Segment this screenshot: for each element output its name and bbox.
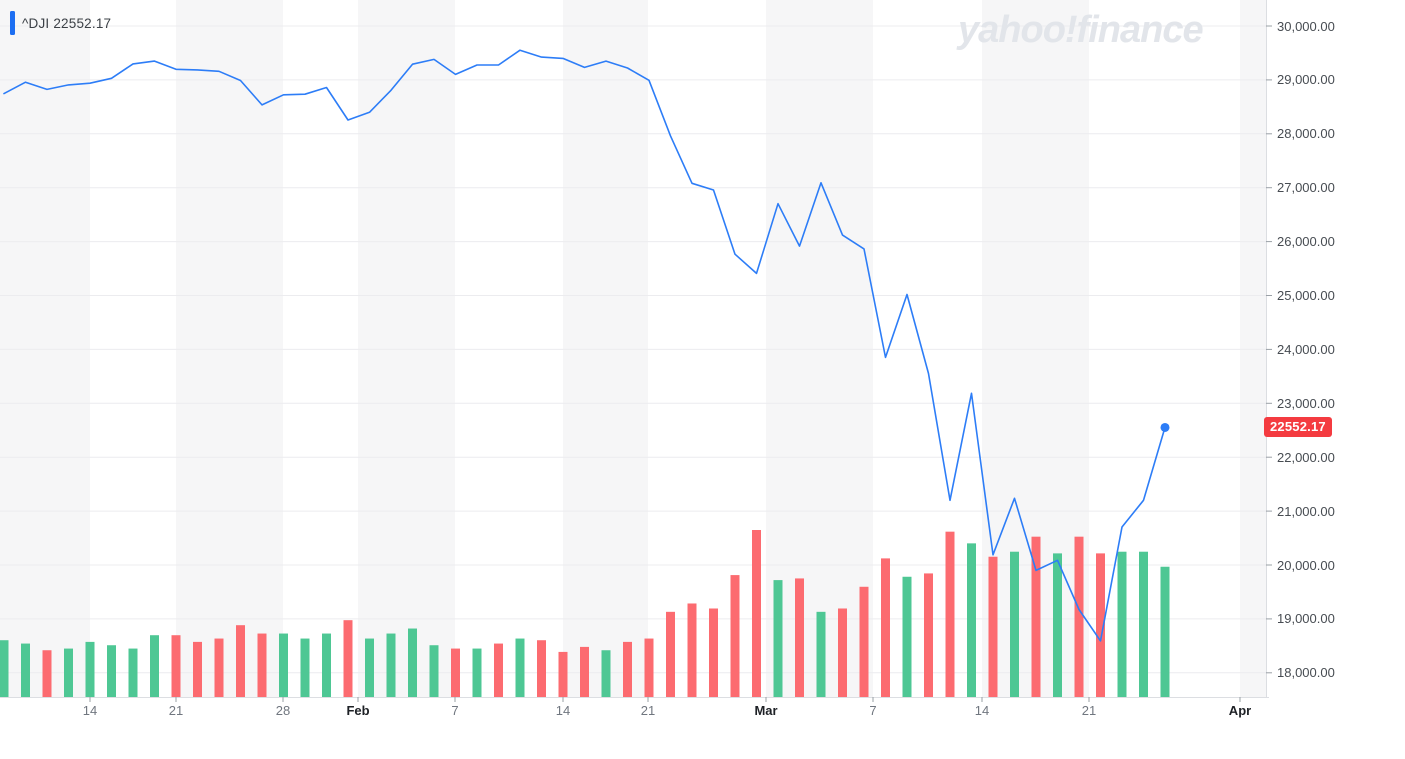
volume-bar <box>386 633 396 697</box>
volume-bar <box>795 578 804 697</box>
volume-bar <box>730 575 740 697</box>
volume-bar <box>365 638 374 697</box>
volume-bar <box>816 611 826 697</box>
volume-bar <box>322 633 331 697</box>
legend-symbol-price: ^DJI 22552.17 <box>22 15 112 31</box>
y-axis-label: 28,000.00 <box>1277 126 1335 142</box>
volume-bar <box>429 645 439 697</box>
volume-bar <box>64 648 73 697</box>
y-axis-label: 20,000.00 <box>1277 557 1335 573</box>
volume-bar <box>236 625 245 697</box>
x-axis-label: 14 <box>82 703 98 718</box>
x-axis-label: 21 <box>640 703 656 718</box>
volume-bar <box>515 638 525 697</box>
volume-bar <box>1117 551 1127 697</box>
volume-bar <box>279 633 288 697</box>
x-axis-label: Apr <box>1228 703 1252 718</box>
y-axis-label: 25,000.00 <box>1277 288 1335 303</box>
volume-bar <box>257 633 267 697</box>
volume-bar <box>451 648 460 697</box>
volume-bar <box>902 576 912 697</box>
last-price-badge: 22552.17 <box>1264 417 1332 438</box>
volume-bar <box>0 640 9 697</box>
volume-bar <box>773 580 783 697</box>
x-axis-label: 14 <box>974 703 990 718</box>
volume-bar <box>408 628 417 697</box>
volume-bar <box>193 641 202 697</box>
volume-bar <box>838 608 847 697</box>
volume-bar <box>150 635 159 697</box>
x-axis-label: 14 <box>555 703 571 718</box>
volume-bar <box>537 640 546 697</box>
y-axis-label: 30,000.00 <box>1277 18 1335 34</box>
volume-bar <box>859 586 869 697</box>
volume-bar <box>881 558 890 697</box>
volume-bar <box>945 531 955 697</box>
volume-bar <box>644 638 654 697</box>
x-axis-label: Feb <box>346 703 370 718</box>
week-band <box>358 0 455 697</box>
y-axis-label: 18,000.00 <box>1277 665 1335 681</box>
volume-bar <box>85 641 95 697</box>
x-axis-label: Mar <box>754 703 778 718</box>
volume-bar <box>709 608 718 697</box>
week-band <box>1240 0 1266 697</box>
volume-bar <box>580 646 589 697</box>
volume-bar <box>21 643 30 697</box>
volume-bar <box>623 641 632 697</box>
week-band <box>176 0 283 697</box>
volume-bar <box>343 620 353 697</box>
week-band <box>563 0 648 697</box>
y-axis-label: 27,000.00 <box>1277 180 1335 196</box>
volume-bar <box>128 648 138 697</box>
y-axis-label: 29,000.00 <box>1277 72 1335 88</box>
volume-bar <box>1139 551 1148 697</box>
y-axis-label: 26,000.00 <box>1277 234 1335 250</box>
volume-bar <box>988 556 998 697</box>
y-axis-label: 24,000.00 <box>1277 341 1335 357</box>
x-axis-label: 21 <box>1081 703 1097 718</box>
week-band <box>0 0 90 697</box>
volume-bar <box>171 635 181 697</box>
volume-bar <box>752 530 761 697</box>
series-marker-icon <box>10 11 15 35</box>
volume-bar <box>494 643 503 697</box>
price-line <box>3 49 1166 642</box>
volume-bar <box>924 573 933 697</box>
chart-legend: ^DJI 22552.17 <box>10 11 111 35</box>
y-axis-label: 19,000.00 <box>1277 611 1335 627</box>
volume-bar <box>666 611 675 697</box>
x-axis-label: 7 <box>451 703 459 718</box>
yahoo-finance-watermark: yahoo!finance <box>958 9 1204 51</box>
volume-bar <box>687 603 697 697</box>
y-axis-label: 23,000.00 <box>1277 395 1335 411</box>
volume-bar <box>214 638 224 697</box>
volume-bar <box>558 651 568 697</box>
last-price-dot <box>1160 422 1170 432</box>
volume-bar <box>107 645 116 697</box>
y-axis-label: 22,000.00 <box>1277 449 1335 465</box>
volume-bar <box>1074 536 1084 697</box>
volume-bar <box>300 638 310 697</box>
volume-bar <box>1096 553 1105 697</box>
x-axis-label: 7 <box>869 703 877 718</box>
volume-bar <box>1160 566 1170 697</box>
volume-bar <box>42 650 52 697</box>
volume-bar <box>601 650 611 697</box>
volume-bar <box>967 543 976 697</box>
week-band <box>766 0 873 697</box>
volume-bar <box>472 648 482 697</box>
volume-bar <box>1053 553 1062 697</box>
volume-bar <box>1010 551 1019 697</box>
x-axis-label: 21 <box>168 703 184 718</box>
volume-bar <box>1031 536 1041 697</box>
y-axis-label: 21,000.00 <box>1277 503 1335 519</box>
x-axis-label: 28 <box>275 703 291 718</box>
